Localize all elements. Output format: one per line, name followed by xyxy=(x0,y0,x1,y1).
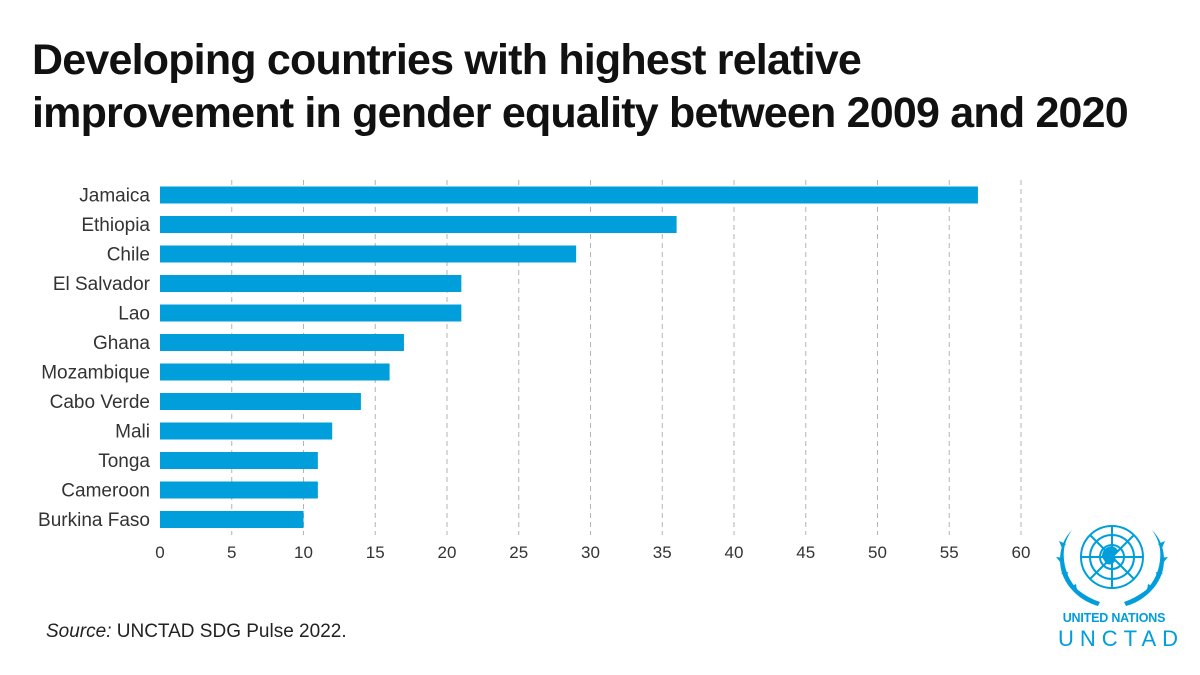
x-tick-label: 20 xyxy=(438,543,457,562)
x-tick-label: 30 xyxy=(581,543,600,562)
bar xyxy=(160,422,333,440)
category-label: El Salvador xyxy=(53,274,151,295)
source-label: Source: xyxy=(46,621,112,642)
category-label: Tonga xyxy=(98,451,150,472)
chart-title-line-1: Developing countries with highest relati… xyxy=(32,36,862,84)
x-tick-label: 55 xyxy=(940,543,959,562)
category-label: Lao xyxy=(118,304,150,325)
bar xyxy=(160,275,462,292)
x-tick-label: 60 xyxy=(1012,543,1031,562)
bar xyxy=(160,245,577,263)
chart-title-line-2: improvement in gender equality between 2… xyxy=(32,89,1129,137)
gridlines xyxy=(231,180,1022,535)
x-tick-label: 10 xyxy=(294,543,313,562)
category-label: Ghana xyxy=(93,333,150,354)
x-tick-label: 35 xyxy=(653,543,672,562)
x-tick-label: 0 xyxy=(155,543,164,562)
category-label: Cabo Verde xyxy=(50,392,150,413)
logo-text-unctad: UNCTAD xyxy=(1058,626,1185,651)
logo-text-united-nations: UNITED NATIONS xyxy=(1062,611,1166,625)
bar xyxy=(160,363,390,381)
bar-chart: Jamaica Ethiopia Chile El Salvador Lao Ghana M… xyxy=(38,180,1030,562)
bar xyxy=(160,334,404,351)
bar xyxy=(160,481,318,499)
source-note: Source: UNCTAD SDG Pulse 2022. xyxy=(46,621,347,643)
bar xyxy=(160,452,318,469)
bar xyxy=(160,186,978,204)
chart-title: Developing countries with highest relati… xyxy=(32,34,1182,140)
x-tick-label: 5 xyxy=(227,543,236,562)
x-tick-label: 45 xyxy=(796,543,815,562)
category-label: Mali xyxy=(115,422,150,443)
x-tick-label: 50 xyxy=(868,543,887,562)
bar xyxy=(160,216,677,233)
x-tick-label: 25 xyxy=(509,543,528,562)
x-tick-labels: 0 5 10 15 20 25 30 35 40 45 50 55 60 xyxy=(155,543,1030,562)
un-emblem-icon xyxy=(1056,525,1168,606)
bar xyxy=(160,393,361,410)
source-text: UNCTAD SDG Pulse 2022. xyxy=(111,621,347,642)
category-label: Mozambique xyxy=(41,363,150,384)
category-label: Ethiopia xyxy=(81,215,150,236)
bars xyxy=(160,186,978,528)
x-tick-label: 40 xyxy=(725,543,744,562)
category-label: Cameroon xyxy=(61,481,150,502)
x-tick-label: 15 xyxy=(366,543,385,562)
category-label: Jamaica xyxy=(79,186,150,207)
category-label: Chile xyxy=(107,245,150,266)
category-label: Burkina Faso xyxy=(38,510,150,531)
category-labels: Jamaica Ethiopia Chile El Salvador Lao Ghana M… xyxy=(38,186,151,532)
bar xyxy=(160,511,304,528)
bar xyxy=(160,304,462,322)
